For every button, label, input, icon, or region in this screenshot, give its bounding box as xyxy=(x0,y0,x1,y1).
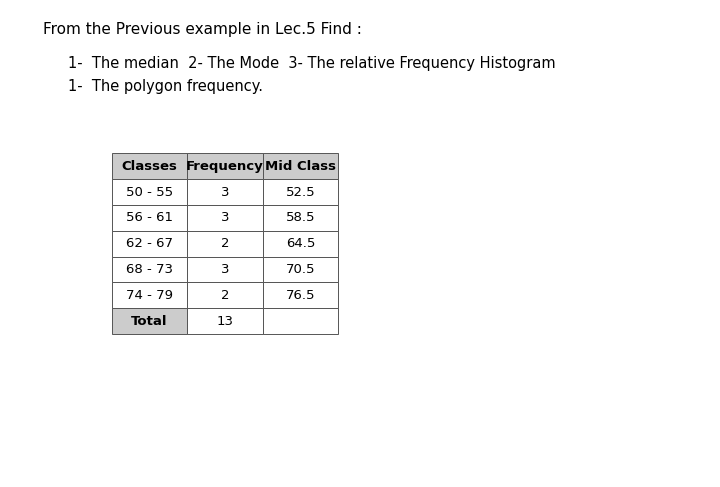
Text: Mid Class: Mid Class xyxy=(265,160,336,173)
Text: 50 - 55: 50 - 55 xyxy=(126,186,173,199)
Text: 74 - 79: 74 - 79 xyxy=(126,289,173,302)
Text: Frequency: Frequency xyxy=(186,160,264,173)
Text: Total: Total xyxy=(131,315,168,328)
Text: From the Previous example in Lec.5 Find :: From the Previous example in Lec.5 Find … xyxy=(43,22,362,37)
Text: 56 - 61: 56 - 61 xyxy=(126,211,173,225)
Text: 62 - 67: 62 - 67 xyxy=(126,237,173,250)
Text: 76.5: 76.5 xyxy=(286,289,315,302)
Text: 52.5: 52.5 xyxy=(286,186,315,199)
Text: 2: 2 xyxy=(221,237,229,250)
Text: 3: 3 xyxy=(221,186,229,199)
Text: 68 - 73: 68 - 73 xyxy=(126,263,173,276)
Text: 1-  The median  2- The Mode  3- The relative Frequency Histogram: 1- The median 2- The Mode 3- The relativ… xyxy=(68,56,556,71)
Text: Classes: Classes xyxy=(122,160,177,173)
Text: 1-  The polygon frequency.: 1- The polygon frequency. xyxy=(68,79,264,94)
Text: 58.5: 58.5 xyxy=(286,211,315,225)
Text: 2: 2 xyxy=(221,289,229,302)
Text: 3: 3 xyxy=(221,263,229,276)
Text: 3: 3 xyxy=(221,211,229,225)
Text: 13: 13 xyxy=(217,315,233,328)
Text: 70.5: 70.5 xyxy=(286,263,315,276)
Text: 64.5: 64.5 xyxy=(286,237,315,250)
